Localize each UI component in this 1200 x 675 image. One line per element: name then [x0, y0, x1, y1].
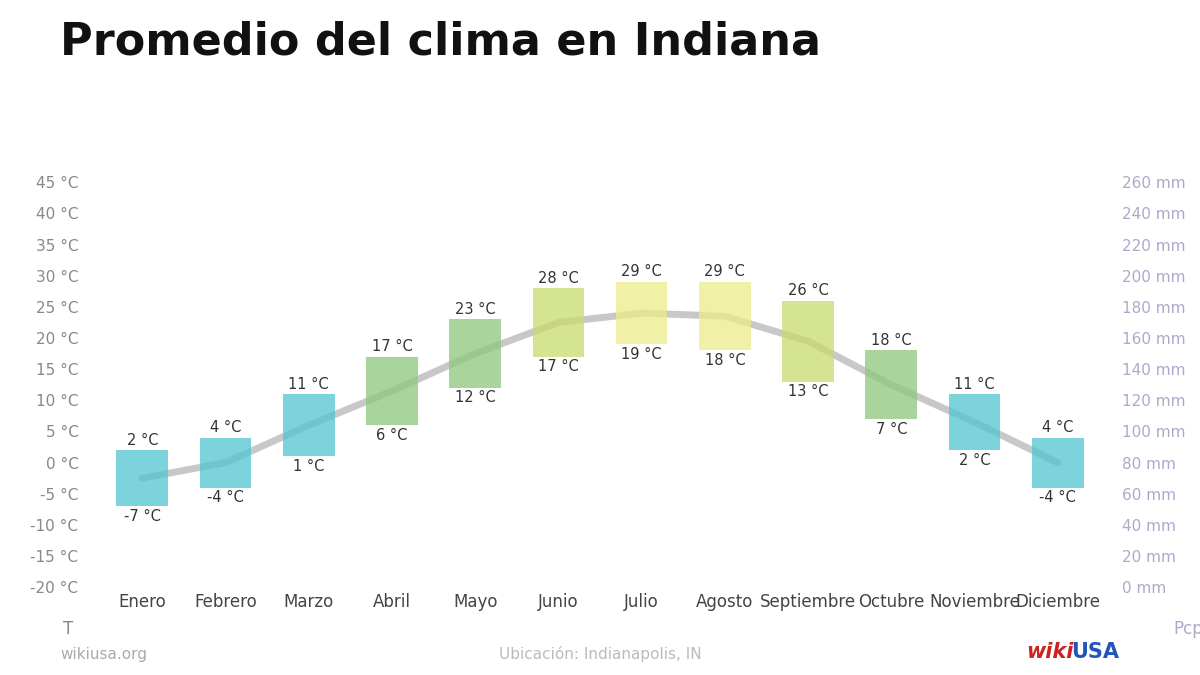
Bar	[616, 282, 667, 344]
Text: 19 °C: 19 °C	[622, 347, 662, 362]
Text: 2 °C: 2 °C	[959, 453, 990, 468]
Text: 4 °C: 4 °C	[210, 421, 241, 435]
Text: 23 °C: 23 °C	[455, 302, 496, 317]
Text: Ubicación: Indianapolis, IN: Ubicación: Indianapolis, IN	[499, 645, 701, 662]
Text: 6 °C: 6 °C	[377, 428, 408, 443]
Text: 26 °C: 26 °C	[787, 283, 828, 298]
Text: 18 °C: 18 °C	[871, 333, 912, 348]
Bar	[700, 282, 751, 350]
Text: 7 °C: 7 °C	[876, 421, 907, 437]
Bar	[449, 319, 500, 388]
Text: 11 °C: 11 °C	[954, 377, 995, 392]
Text: 17 °C: 17 °C	[538, 359, 578, 374]
Text: wiki: wiki	[1026, 641, 1073, 662]
Text: USA: USA	[1072, 641, 1120, 662]
Bar	[865, 350, 917, 419]
Bar	[283, 394, 335, 456]
Text: Pcpn: Pcpn	[1174, 620, 1200, 638]
Text: 4 °C: 4 °C	[1042, 421, 1074, 435]
Text: 28 °C: 28 °C	[538, 271, 578, 286]
Text: 13 °C: 13 °C	[788, 384, 828, 399]
Text: 17 °C: 17 °C	[372, 340, 413, 354]
Text: T: T	[64, 620, 73, 638]
Bar	[366, 356, 418, 425]
Bar	[116, 450, 168, 506]
Text: 29 °C: 29 °C	[704, 265, 745, 279]
Text: Promedio del clima en Indiana: Promedio del clima en Indiana	[60, 20, 821, 63]
Bar	[199, 437, 251, 487]
Bar	[782, 300, 834, 381]
Text: 18 °C: 18 °C	[704, 353, 745, 368]
Text: -4 °C: -4 °C	[208, 490, 244, 505]
Text: 11 °C: 11 °C	[288, 377, 329, 392]
Text: wikiusa.org: wikiusa.org	[60, 647, 148, 662]
Text: 12 °C: 12 °C	[455, 390, 496, 406]
Text: 2 °C: 2 °C	[126, 433, 158, 448]
Text: -7 °C: -7 °C	[124, 509, 161, 524]
Text: 1 °C: 1 °C	[293, 459, 324, 474]
Text: 29 °C: 29 °C	[622, 265, 662, 279]
Text: -4 °C: -4 °C	[1039, 490, 1076, 505]
Bar	[949, 394, 1001, 450]
Bar	[533, 288, 584, 356]
Bar	[1032, 437, 1084, 487]
